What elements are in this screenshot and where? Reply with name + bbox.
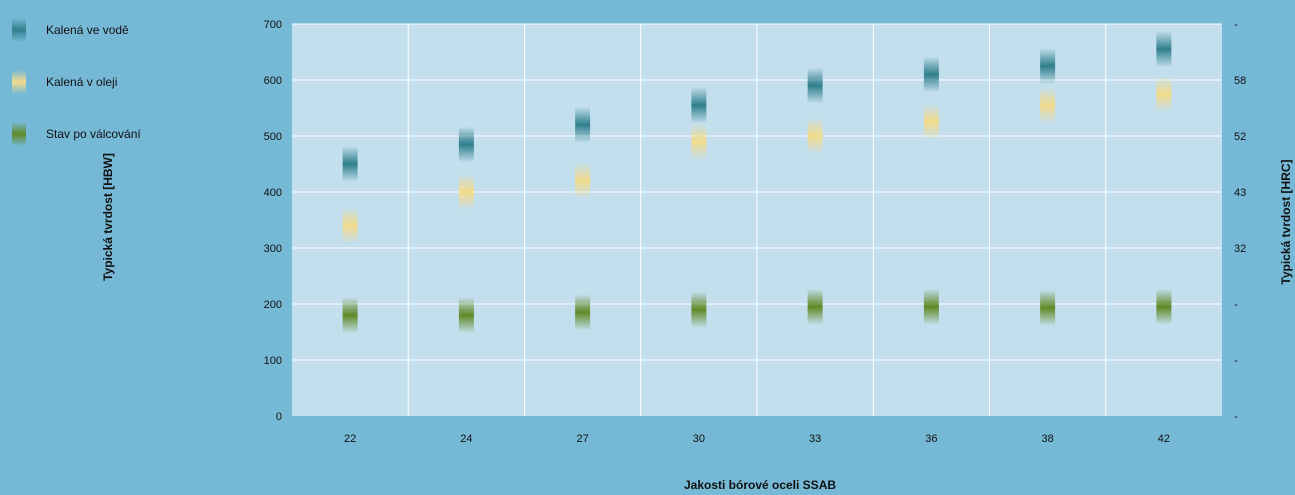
data-point	[1156, 288, 1172, 325]
y-tick-label-right: 43	[1234, 187, 1246, 199]
data-point	[923, 288, 939, 325]
y-tick-label-right: -	[1234, 355, 1238, 367]
data-point	[458, 126, 474, 163]
data-point	[458, 297, 474, 334]
legend-swatch-rolled	[12, 122, 26, 146]
y-tick-label-right: 58	[1234, 75, 1246, 87]
y-tick-label: 0	[276, 411, 282, 423]
y-tick-label: 700	[264, 19, 282, 31]
data-point	[807, 67, 823, 104]
data-point	[575, 106, 591, 143]
x-tick-label: 38	[1042, 433, 1054, 445]
x-tick-label: 36	[925, 433, 937, 445]
legend-item-rolled: Stav po válcování	[12, 122, 212, 146]
data-point	[923, 56, 939, 93]
y-tick-label-right: 32	[1234, 243, 1246, 255]
data-point	[342, 297, 358, 334]
data-point	[923, 104, 939, 140]
data-point	[1156, 76, 1172, 112]
x-tick-label: 24	[460, 433, 472, 445]
y-tick-label-right: -	[1234, 19, 1238, 31]
legend: Kalená ve vodě Kalená v oleji Stav po vá…	[12, 18, 212, 174]
x-axis-label: Jakosti bórové oceli SSAB	[683, 478, 837, 492]
x-tick-label: 22	[344, 433, 356, 445]
data-point	[1040, 289, 1056, 326]
legend-label-water: Kalená ve vodě	[46, 23, 129, 37]
data-point	[342, 207, 358, 244]
y-tick-label: 300	[264, 243, 282, 255]
x-tick-label: 27	[577, 433, 589, 445]
data-point	[807, 288, 823, 325]
y-tick-label-right: 52	[1234, 131, 1246, 143]
data-point	[691, 87, 707, 124]
data-point	[1040, 87, 1056, 124]
x-tick-label: 42	[1158, 433, 1170, 445]
y-axis-label-right: Typická tvrdost [HRC]	[1279, 159, 1293, 285]
data-point	[575, 162, 591, 199]
data-point	[1156, 31, 1172, 68]
y-tick-label: 100	[264, 355, 282, 367]
legend-item-water: Kalená ve vodě	[12, 18, 212, 42]
legend-label-rolled: Stav po válcování	[46, 127, 141, 141]
data-point	[1040, 48, 1056, 84]
data-point	[575, 294, 591, 331]
y-tick-label: 400	[264, 187, 282, 199]
data-point	[807, 118, 823, 154]
y-axis-label-left: Typická tvrdost [HBW]	[101, 153, 115, 281]
legend-swatch-water	[12, 18, 26, 42]
legend-item-oil: Kalená v oleji	[12, 70, 212, 94]
y-tick-label: 600	[264, 75, 282, 87]
data-point	[342, 146, 358, 182]
legend-swatch-oil	[12, 70, 26, 94]
y-tick-label: 500	[264, 131, 282, 143]
y-tick-label-right: -	[1234, 299, 1238, 311]
x-tick-label: 30	[693, 433, 705, 445]
y-tick-label-right: -	[1234, 411, 1238, 423]
y-tick-label: 200	[264, 299, 282, 311]
data-point	[458, 174, 474, 210]
x-tick-label: 33	[809, 433, 821, 445]
data-point	[691, 123, 707, 160]
data-point	[691, 291, 707, 328]
legend-label-oil: Kalená v oleji	[46, 75, 118, 89]
